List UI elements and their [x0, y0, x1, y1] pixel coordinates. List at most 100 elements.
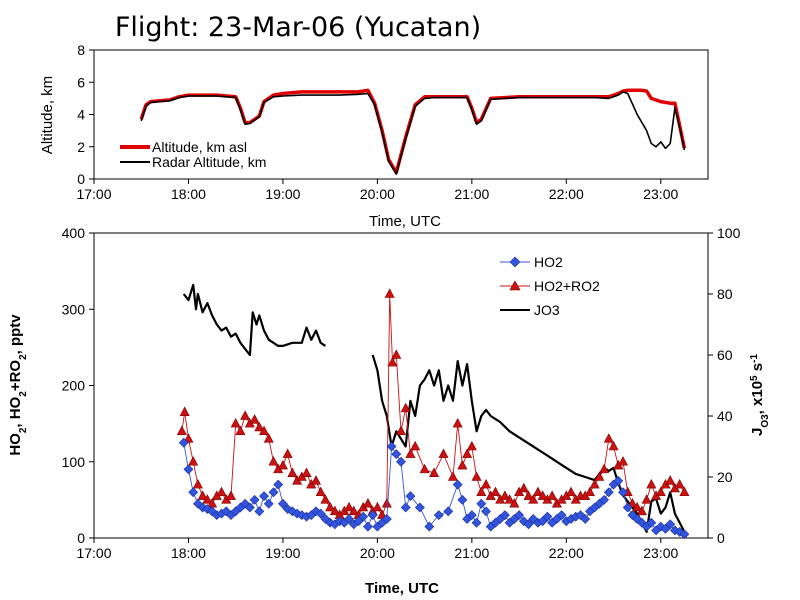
ho2ro2-point — [547, 490, 558, 500]
ho2-point — [315, 508, 326, 519]
ho2ro2-point — [396, 425, 406, 436]
ho2ro2-point — [230, 417, 241, 428]
ho2-point — [452, 479, 463, 490]
ho2ro2-point — [176, 425, 187, 436]
radical-right-y-ticks: 0 20 40 60 80 100 — [708, 225, 741, 546]
ho2-point — [178, 437, 189, 448]
radar-altitude-line — [140, 91, 686, 175]
ho2ro2-point — [447, 471, 458, 481]
radical-y-tick-label: 300 — [62, 301, 86, 317]
ho2ro2-point — [268, 456, 279, 466]
legend-label-ho2ro2: HO2+RO2 — [534, 278, 600, 294]
ho2ro2-point — [192, 478, 203, 489]
ho2-point — [424, 521, 435, 532]
ho2ro2-point — [608, 440, 619, 451]
ho2ro2-point — [457, 459, 468, 470]
ho2ro2-point — [400, 402, 411, 413]
ho2ro2-point — [679, 486, 690, 497]
ho2-point — [202, 504, 213, 514]
radical-x-tick-label: 22:00 — [549, 545, 584, 561]
ho2-point — [646, 517, 657, 528]
ho2-point — [259, 491, 269, 501]
ho2ro2-point — [202, 494, 213, 504]
ho2-point — [414, 502, 425, 513]
radical-chart: 0 100 200 300 400 0 20 40 60 80 100 17:00 18:00 19:… — [7, 225, 771, 597]
radical-x-tick-label: 18:00 — [171, 545, 206, 561]
ho2ro2-point — [674, 478, 685, 489]
ho2ro2-point — [179, 406, 190, 416]
ho2-point — [471, 517, 482, 528]
ho2-point — [405, 491, 416, 501]
ho2ro2-point — [325, 501, 336, 512]
ho2ro2-point — [240, 410, 251, 420]
ho2-point — [183, 464, 194, 475]
ho2ro2-point — [599, 463, 610, 474]
radical-y-tick-label: 100 — [62, 454, 86, 470]
altitude-y-tick-label: 6 — [77, 74, 85, 90]
ho2ro2-point — [452, 417, 463, 428]
altitude-chart: 0 2 4 6 8 17:00 18:00 19:00 20:00 21:00 22:00 23:0… — [39, 42, 709, 230]
ho2-point — [457, 494, 468, 505]
ho2ro2-point — [537, 490, 548, 500]
ho2ro2-point — [282, 448, 293, 458]
ho2ro2-point — [589, 478, 600, 489]
ho2ro2-point — [301, 467, 312, 477]
legend-label-ho2: HO2 — [534, 254, 563, 270]
altitude-x-ticks: 17:00 18:00 19:00 20:00 21:00 22:00 23:00 — [76, 179, 678, 202]
radical-y2-tick-label: 20 — [717, 469, 733, 485]
altitude-x-tick-label: 19:00 — [265, 186, 300, 202]
ho2ro2-point — [518, 482, 529, 493]
ho2-point — [542, 511, 553, 522]
ho2ro2-point — [481, 478, 492, 489]
ho2ro2-point — [419, 463, 430, 474]
ho2ro2-point — [249, 414, 260, 424]
ho2-point — [443, 506, 454, 517]
legend-label-radar-altitude: Radar Altitude, km — [152, 154, 266, 170]
legend-label-altitude: Altitude, km asl — [152, 139, 247, 155]
ho2-point — [665, 519, 676, 530]
radical-x-tick-label: 23:00 — [643, 545, 678, 561]
ho2ro2-point — [617, 456, 628, 466]
radical-right-y-axis-label: JO3, x105 s-1 — [749, 354, 771, 436]
ho2ro2-point — [665, 475, 676, 485]
ho2ro2-point — [466, 440, 477, 451]
ho2ro2-point — [391, 349, 402, 359]
ho2ro2-point — [528, 494, 539, 504]
radical-y-axis-label: HO2, HO2+RO2, pptv — [7, 314, 29, 456]
altitude-x-tick-label: 20:00 — [360, 186, 395, 202]
ho2-point — [580, 514, 591, 524]
ho2ro2-point — [384, 288, 395, 298]
ho2ro2-point — [344, 501, 355, 512]
ho2-point — [514, 510, 525, 521]
altitude-y-tick-label: 2 — [77, 139, 85, 155]
ho2ro2-point — [197, 490, 208, 500]
ho2-point — [476, 498, 487, 509]
ho2ro2-point — [362, 498, 373, 508]
radical-y-tick-label: 0 — [77, 530, 85, 546]
ho2-point — [556, 510, 567, 521]
ho2-point — [386, 441, 397, 452]
ho2ro2-point — [603, 433, 614, 443]
radical-x-ticks: 17:00 18:00 19:00 20:00 21:00 22:00 23:00 — [76, 538, 678, 561]
ho2ro2-point — [287, 467, 298, 477]
altitude-legend: Altitude, km asl Radar Altitude, km — [120, 139, 266, 170]
ho2ro2-point — [462, 448, 473, 458]
ho2-point — [433, 510, 444, 521]
radical-legend: HO2 HO2+RO2 JO3 — [500, 254, 600, 318]
ho2ro2-point — [655, 486, 666, 497]
ho2ro2-point — [438, 448, 449, 458]
ho2ro2-point — [216, 486, 227, 497]
ho2-point — [254, 506, 265, 517]
radical-y2-tick-label: 0 — [717, 530, 725, 546]
ho2ro2-point — [594, 471, 605, 481]
ho2-point — [188, 487, 199, 498]
altitude-y-tick-label: 8 — [77, 42, 85, 58]
ho2ro2-point — [188, 456, 199, 466]
radical-y2-tick-label: 40 — [717, 408, 733, 424]
ho2ro2-point — [310, 475, 321, 485]
ho2-point — [268, 487, 279, 498]
legend-label-jo3: JO3 — [534, 302, 560, 318]
ho2-point — [358, 511, 369, 522]
ho2ro2-point — [504, 494, 515, 504]
